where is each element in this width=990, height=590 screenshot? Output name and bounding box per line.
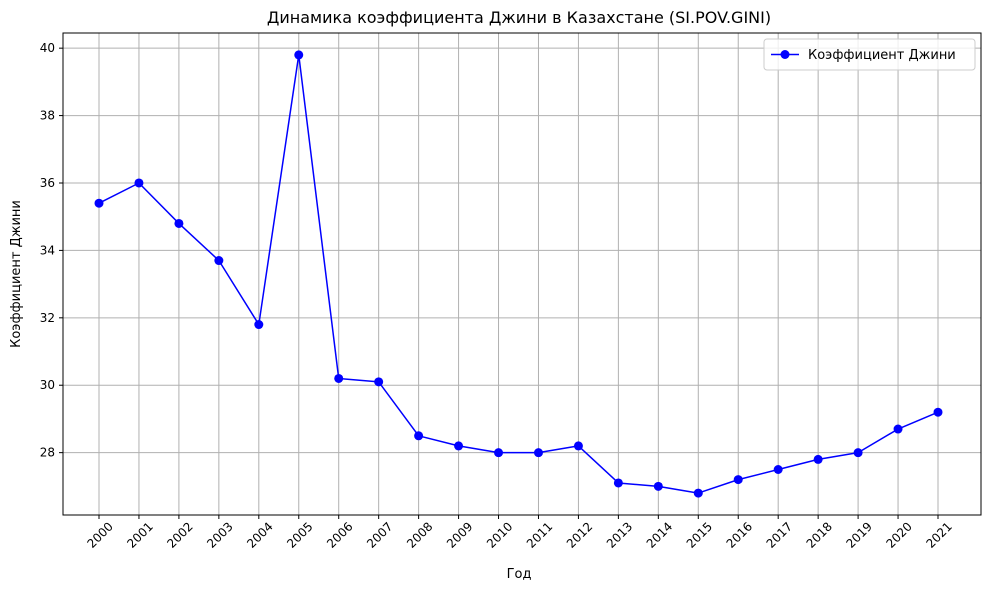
x-tick-label: 2019	[844, 519, 875, 550]
x-tick-label: 2014	[644, 519, 675, 550]
data-point-marker	[533, 448, 543, 458]
series-line-group	[98, 54, 939, 494]
x-tick-labels: 2000 2001 2002 2003 2004 2005 2006 2007 2008 2009…	[84, 519, 954, 550]
data-point-marker	[693, 488, 703, 498]
x-tick-label: 2008	[404, 519, 435, 550]
x-tick-label: 2010	[484, 519, 515, 550]
y-tick-label: 40	[40, 41, 55, 55]
data-point-marker	[254, 320, 264, 330]
data-point-marker	[94, 198, 104, 208]
x-tick-label: 2017	[764, 519, 795, 550]
x-tick-label: 2021	[923, 519, 954, 550]
axis-ticks	[59, 47, 939, 519]
data-point-marker	[773, 464, 783, 474]
y-tick-label: 30	[40, 378, 55, 392]
y-tick-label: 28	[40, 446, 55, 460]
data-point-marker	[374, 377, 384, 387]
x-tick-label: 2009	[444, 519, 475, 550]
grid	[63, 33, 981, 515]
x-axis-label: Год	[507, 567, 532, 582]
y-tick-label: 32	[40, 311, 55, 325]
data-point-marker	[733, 475, 743, 485]
data-point-marker	[653, 481, 663, 491]
x-tick-label: 2016	[724, 519, 755, 550]
y-tick-label: 36	[40, 176, 55, 190]
y-tick-label: 38	[40, 109, 55, 123]
data-point-marker	[294, 50, 304, 60]
x-tick-label: 2018	[804, 519, 835, 550]
data-point-marker	[494, 448, 504, 458]
x-tick-label: 2005	[284, 519, 315, 550]
data-point-marker	[893, 424, 903, 434]
y-tick-labels: 28 30 32 34 36 38 40	[40, 41, 55, 459]
y-axis-label: Коэффициент Джини	[9, 200, 24, 348]
x-tick-label: 2003	[204, 519, 235, 550]
x-tick-label: 2020	[883, 519, 914, 550]
x-tick-label: 2006	[324, 519, 355, 550]
x-tick-label: 2007	[364, 519, 395, 550]
data-point-marker	[454, 441, 464, 451]
chart-title: Динамика коэффициента Джини в Казахстане…	[267, 8, 771, 27]
data-point-marker	[573, 441, 583, 451]
x-tick-label: 2011	[524, 519, 555, 550]
data-point-marker	[414, 431, 424, 441]
data-point-marker	[174, 218, 184, 228]
x-tick-label: 2015	[684, 519, 715, 550]
x-tick-label: 2013	[604, 519, 635, 550]
x-tick-label: 2000	[84, 519, 115, 550]
plot-area-frame	[62, 32, 982, 516]
series-markers	[94, 50, 943, 498]
data-point-marker	[813, 454, 823, 464]
legend-box	[763, 38, 976, 71]
data-point-marker	[334, 373, 344, 383]
data-point-marker	[613, 478, 623, 488]
x-tick-label: 2004	[244, 519, 275, 550]
data-point-marker	[853, 448, 863, 458]
data-point-marker	[134, 178, 144, 188]
x-tick-label: 2001	[124, 519, 155, 550]
x-tick-label: 2002	[164, 519, 195, 550]
legend-label: Коэффициент Джини	[808, 48, 956, 63]
data-point-marker	[933, 407, 943, 417]
legend: Коэффициент Джини	[763, 38, 976, 71]
data-point-marker	[214, 256, 224, 266]
series-line	[98, 54, 939, 494]
legend-marker-sample	[780, 50, 790, 59]
y-tick-label: 34	[40, 243, 55, 257]
x-tick-label: 2012	[564, 519, 595, 550]
